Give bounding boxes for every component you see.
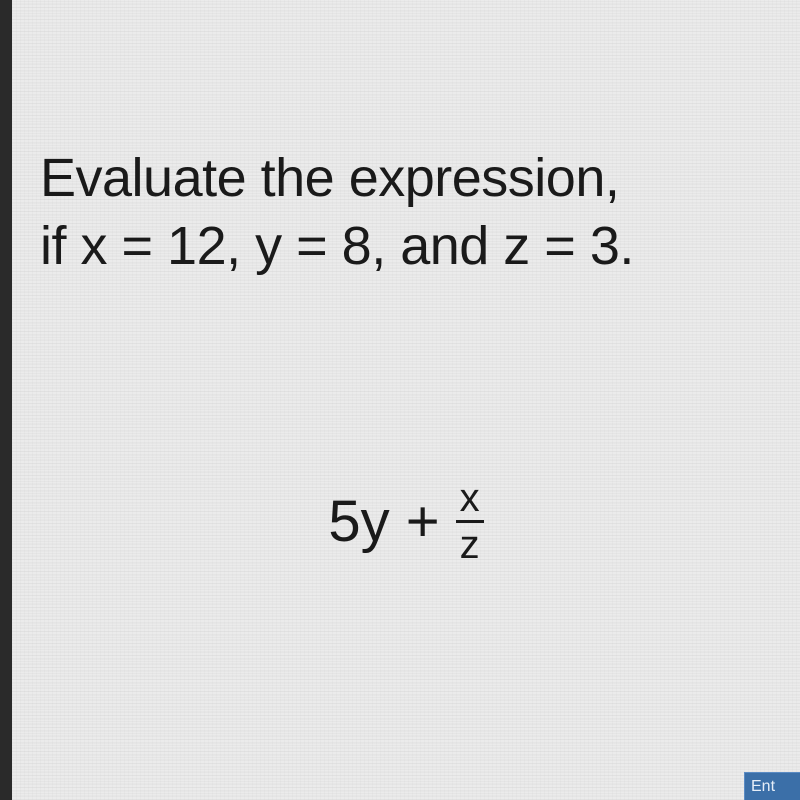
expression-fraction: x z [456, 478, 484, 565]
fraction-denominator: z [456, 523, 484, 565]
fraction-numerator: x [456, 478, 484, 520]
question-line-1: Evaluate the expression, [40, 145, 780, 213]
worksheet-panel: Evaluate the expression, if x = 12, y = … [12, 0, 800, 800]
enter-button-label: Ent [751, 778, 775, 796]
question-text: Evaluate the expression, if x = 12, y = … [40, 145, 780, 280]
expression: 5y + x z [12, 478, 800, 565]
screen-left-bezel [0, 0, 12, 800]
enter-button[interactable]: Ent [744, 772, 800, 800]
expression-leading: 5y + [328, 488, 439, 555]
screen-texture [12, 0, 800, 800]
question-line-2: if x = 12, y = 8, and z = 3. [40, 213, 780, 281]
